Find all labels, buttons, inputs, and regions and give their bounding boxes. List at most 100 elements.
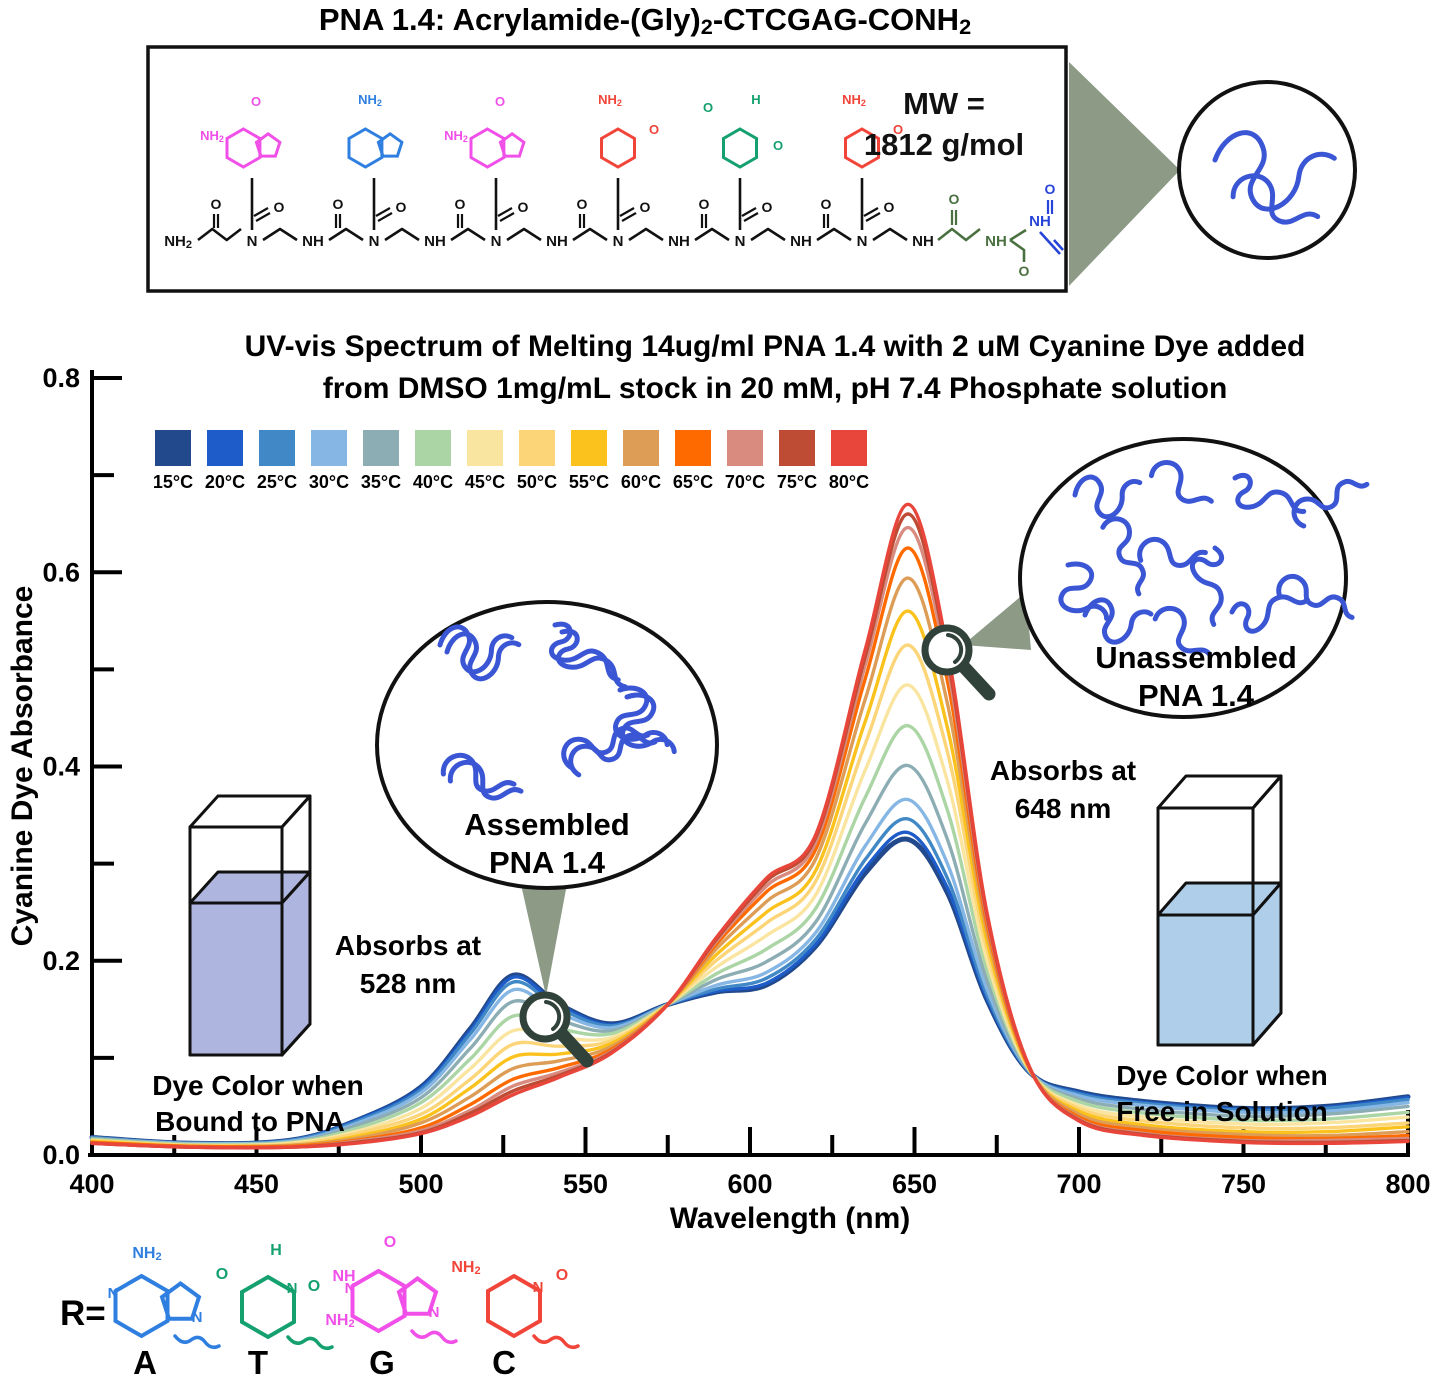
ring-n-label: N xyxy=(108,1285,119,1302)
figure-title-text: -CTCGAG-CONH xyxy=(712,2,960,37)
backbone-zigzag xyxy=(750,227,786,242)
absorbs-648-line2: 648 nm xyxy=(1015,793,1112,824)
pyrimidine-ring xyxy=(486,1273,542,1339)
series-curve-65C xyxy=(90,546,1410,1149)
backbone-n-label: N xyxy=(857,233,868,250)
x-tick-label: 500 xyxy=(398,1169,443,1199)
legend-temp-label: 25°C xyxy=(257,472,297,492)
acrylamide-nh-label: NH xyxy=(1029,213,1051,230)
series-curve-30C xyxy=(90,797,1410,1146)
y-axis-ticks: 0.0 0.2 0.4 0.6 0.8 xyxy=(42,363,122,1170)
carbonyl-bond xyxy=(863,207,879,217)
legend-temp-label: 80°C xyxy=(829,472,869,492)
unassembled-circle xyxy=(1018,437,1348,719)
acrylamide-vinyl-double xyxy=(1053,239,1064,251)
terminal-amine-label: NH2 xyxy=(164,233,192,251)
mw-value: 1812 g/mol xyxy=(864,127,1024,162)
base-o-label: O xyxy=(495,94,505,109)
base-o-label: O xyxy=(703,100,713,115)
backbone-zigzag xyxy=(450,227,486,242)
glycine-o-label: O xyxy=(949,191,960,207)
backbone-nh-label: NH xyxy=(546,233,568,250)
backbone-zigzag xyxy=(572,227,608,242)
substituent-label: O xyxy=(384,1234,396,1251)
purine-ring-pent xyxy=(396,1276,439,1316)
cuvette-top xyxy=(188,794,312,829)
substituent-label: H xyxy=(270,1242,282,1259)
backbone-n-label: N xyxy=(369,233,380,250)
backbone-n-label: N xyxy=(247,233,258,250)
series-curve-35C xyxy=(90,763,1410,1147)
mw-label: MW = xyxy=(903,86,985,121)
legend-temp-label: 40°C xyxy=(413,472,453,492)
series-curve-40C xyxy=(90,724,1410,1147)
cuvette-free-dye xyxy=(1156,774,1283,1047)
x-axis-ticks: 400 450 500 550 600 650 700 750 800 xyxy=(69,1127,1431,1199)
free-dye-caption-line1: Dye Color when xyxy=(1116,1060,1328,1091)
x-tick-label: 400 xyxy=(69,1169,114,1199)
carbonyl-o-label: O xyxy=(884,199,895,215)
cuvette-top xyxy=(1156,774,1283,810)
cuvette-bound-dye xyxy=(188,794,312,1057)
legend-swatch xyxy=(467,430,503,466)
purine-ring-hex xyxy=(113,1273,170,1339)
pyrimidine-ring xyxy=(722,127,758,169)
backbone-zigzag xyxy=(328,227,364,242)
structure-box xyxy=(146,45,1068,293)
liquid-front xyxy=(188,901,284,1057)
glycine-nh-label: NH xyxy=(985,233,1007,250)
acrylamide-o-label: O xyxy=(1045,181,1056,197)
backbone-zigzag xyxy=(506,227,542,242)
magnifier-glare xyxy=(544,1000,562,1031)
legend-temp-label: 45°C xyxy=(465,472,505,492)
x-tick-label: 450 xyxy=(234,1169,279,1199)
carbonyl-o-label: O xyxy=(396,199,407,215)
magnifier-icon-528 xyxy=(519,991,594,1068)
temperature-legend: 15°C 20°C 25°C 30°C 35°C 40°C 45°C 50°C 55°C 60°C… xyxy=(153,430,869,492)
backbone-nh-label: NH xyxy=(668,233,690,250)
y-tick-label: 0.2 xyxy=(42,946,80,976)
legend-swatch xyxy=(519,430,555,466)
legend-temp-label: 60°C xyxy=(621,472,661,492)
base-o-label: O xyxy=(649,122,659,137)
cuvette-side xyxy=(280,794,312,1057)
backbone-zigzag xyxy=(872,227,908,242)
glycine-bond xyxy=(937,227,981,242)
attachment-squiggle xyxy=(532,1334,580,1350)
legend-swatch xyxy=(155,430,191,466)
bound-dye-caption-line1: Dye Color when xyxy=(152,1070,364,1101)
series-curve-55C xyxy=(90,609,1410,1149)
base-amine-label: NH2 xyxy=(598,92,622,108)
legend-swatch xyxy=(207,430,243,466)
glycine-bond xyxy=(1009,238,1026,262)
ring-n-label: N xyxy=(192,1309,203,1326)
y-tick-label: 0.0 xyxy=(42,1140,80,1170)
single-strand-circle xyxy=(1177,80,1357,260)
carbonyl-o-label: O xyxy=(455,196,466,212)
carbonyl-o-label: O xyxy=(577,196,588,212)
pyrimidine-ring xyxy=(844,127,880,169)
backbone-nh-label: NH xyxy=(790,233,812,250)
substituent-label: NH2 xyxy=(132,1245,161,1263)
legend-swatch xyxy=(259,430,295,466)
base-letter-A: A xyxy=(133,1344,157,1380)
backbone-nh-label: NH xyxy=(424,233,446,250)
x-axis-label: Wavelength (nm) xyxy=(670,1202,911,1235)
substituent-label: O xyxy=(216,1266,228,1283)
carbonyl-bond xyxy=(497,207,513,217)
carbonyl-o-label: O xyxy=(640,199,651,215)
base-amine-label: NH2 xyxy=(842,92,866,108)
carbonyl-bond xyxy=(377,212,393,222)
carbonyl-bond xyxy=(743,212,759,222)
legend-temp-label: 35°C xyxy=(361,472,401,492)
backbone-zigzag xyxy=(816,227,852,242)
purine-ring-pent xyxy=(376,131,404,158)
callout-wedge-assembled xyxy=(520,880,567,996)
backbone-nh-label: NH xyxy=(912,233,934,250)
backbone-nh-label: NH xyxy=(302,233,324,250)
substituent-label: NH xyxy=(332,1268,355,1285)
substituent-label: O xyxy=(556,1267,568,1284)
